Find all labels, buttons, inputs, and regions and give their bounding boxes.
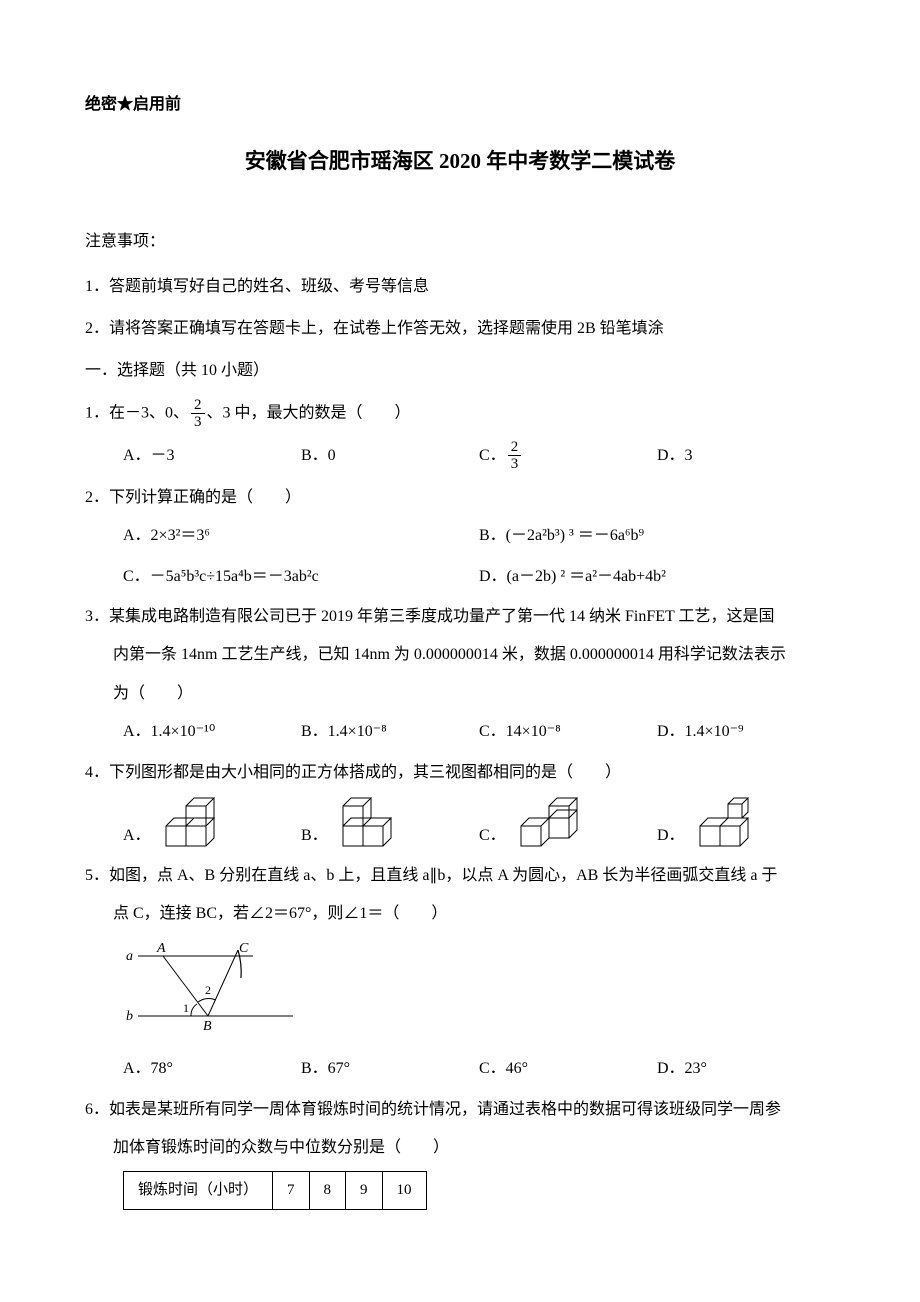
q2-opt-a: A．2×3²＝3⁶ [123,521,479,551]
q3-opt-a: A．1.4×10⁻¹⁰ [123,717,301,747]
q5-figure: a b A C B 1 2 [85,938,835,1044]
q4-fig-a [161,796,231,851]
q1-opt-b: B．0 [301,441,479,471]
q2-stem: 2．下列计算正确的是（ ） [85,483,835,513]
q3-stem-l3: 为（ ） [85,679,835,709]
q2-options-row1: A．2×3²＝3⁶ B．(－2a²b³) ³ ＝－6a⁶b⁹ [85,521,835,551]
q1-frac-den: 3 [191,414,205,431]
q5-opt-a: A．78° [123,1054,301,1084]
q2-options-row2: C．－5a⁵b³c÷15a⁴b＝－3ab²c D．(a－2b) ² ＝a²－4a… [85,562,835,592]
q4-options: A． B． C． [85,796,835,851]
q4-opt-c-label: C． [479,821,506,851]
q4-fig-d [695,796,765,851]
q1-stem-post: 、3 中，最大的数是（ ） [207,405,411,422]
q5-stem-l2: 点 C，连接 BC，若∠2＝67°，则∠1＝（ ） [85,899,835,929]
q5-label-a: a [126,949,133,964]
q5-opt-c: C．46° [479,1054,657,1084]
q1-optc-frac: 23 [508,439,522,473]
q3-stem-l2: 内第一条 14nm 工艺生产线，已知 14nm 为 0.000000014 米，… [85,640,835,670]
q3-stem-l1: 3．某集成电路制造有限公司已于 2019 年第三季度成功量产了第一代 14 纳米… [85,602,835,632]
q6-th: 锻炼时间（小时） [124,1172,273,1210]
q4-opt-d: D． [657,796,835,851]
q4-opt-d-label: D． [657,821,685,851]
q6-c3: 9 [346,1172,383,1210]
q6-stem-l2: 加体育锻炼时间的众数与中位数分别是（ ） [85,1133,835,1163]
q5-label-b: b [126,1009,133,1024]
page-title: 安徽省合肥市瑶海区 2020 年中考数学二模试卷 [85,142,835,182]
q1-opt-d: D．3 [657,441,835,471]
q1-opt-a: A．－3 [123,441,301,471]
q4-opt-a-label: A． [123,821,151,851]
q1-frac-num: 2 [191,397,205,415]
q5-opt-b: B．67° [301,1054,479,1084]
q5-stem-l1: 5．如图，点 A、B 分别在直线 a、b 上，且直线 a∥b，以点 A 为圆心，… [85,861,835,891]
q6-c2: 8 [309,1172,346,1210]
q6-stem-l1: 6．如表是某班所有同学一周体育锻炼时间的统计情况，请通过表格中的数据可得该班级同… [85,1095,835,1125]
q1-opt-c: C． 23 [479,439,657,473]
q4-opt-b-label: B． [301,821,328,851]
q6-c4: 10 [382,1172,426,1210]
q5-label-ang2: 2 [205,983,211,997]
secret-label: 绝密★启用前 [85,90,835,120]
q5-label-ang1: 1 [183,1001,189,1015]
q2-opt-c: C．－5a⁵b³c÷15a⁴b＝－3ab²c [123,562,479,592]
q1-optc-num: 2 [508,439,522,457]
q5-label-A: A [156,941,166,956]
q4-fig-b [338,796,408,851]
q4-opt-c: C． [479,796,657,851]
notice-heading: 注意事项： [85,227,835,257]
q4-opt-a: A． [123,796,301,851]
q5-opt-d: D．23° [657,1054,835,1084]
q4-fig-c [516,796,591,851]
q3-options: A．1.4×10⁻¹⁰ B．1.4×10⁻⁸ C．14×10⁻⁸ D．1.4×1… [85,717,835,747]
question-2: 2．下列计算正确的是（ ） A．2×3²＝3⁶ B．(－2a²b³) ³ ＝－6… [85,483,835,592]
q2-opt-b: B．(－2a²b³) ³ ＝－6a⁶b⁹ [479,521,835,551]
q2-opt-d: D．(a－2b) ² ＝a²－4ab+4b² [479,562,835,592]
q6-c1: 7 [273,1172,310,1210]
q1-stem-pre: 1．在－3、0、 [85,405,189,422]
question-6: 6．如表是某班所有同学一周体育锻炼时间的统计情况，请通过表格中的数据可得该班级同… [85,1095,835,1210]
q5-label-C: C [239,941,249,956]
question-4: 4．下列图形都是由大小相同的正方体搭成的，其三视图都相同的是（ ） A． B． [85,758,835,851]
q1-optc-den: 3 [508,456,522,473]
question-1: 1．在－3、0、23、3 中，最大的数是（ ） A．－3 B．0 C． 23 D… [85,397,835,473]
q5-label-B: B [203,1019,212,1033]
q3-opt-c: C．14×10⁻⁸ [479,717,657,747]
q4-stem: 4．下列图形都是由大小相同的正方体搭成的，其三视图都相同的是（ ） [85,758,835,788]
q6-table-wrap: 锻炼时间（小时） 7 8 9 10 [85,1171,835,1210]
q1-stem: 1．在－3、0、23、3 中，最大的数是（ ） [85,397,835,431]
notice-item-1: 1．答题前填写好自己的姓名、班级、考号等信息 [85,272,835,302]
question-5: 5．如图，点 A、B 分别在直线 a、b 上，且直线 a∥b，以点 A 为圆心，… [85,861,835,1085]
section-1-heading: 一．选择题（共 10 小题） [85,356,835,386]
q6-table: 锻炼时间（小时） 7 8 9 10 [123,1171,427,1210]
q3-opt-b: B．1.4×10⁻⁸ [301,717,479,747]
q1-options: A．－3 B．0 C． 23 D．3 [85,439,835,473]
q4-opt-b: B． [301,796,479,851]
q5-options: A．78° B．67° C．46° D．23° [85,1054,835,1084]
question-3: 3．某集成电路制造有限公司已于 2019 年第三季度成功量产了第一代 14 纳米… [85,602,835,748]
q1-frac: 23 [191,397,205,431]
notice-item-2: 2．请将答案正确填写在答题卡上，在试卷上作答无效，选择题需使用 2B 铅笔填涂 [85,314,835,344]
q1-optc-pre: C． [479,441,506,471]
q3-opt-d: D．1.4×10⁻⁹ [657,717,835,747]
